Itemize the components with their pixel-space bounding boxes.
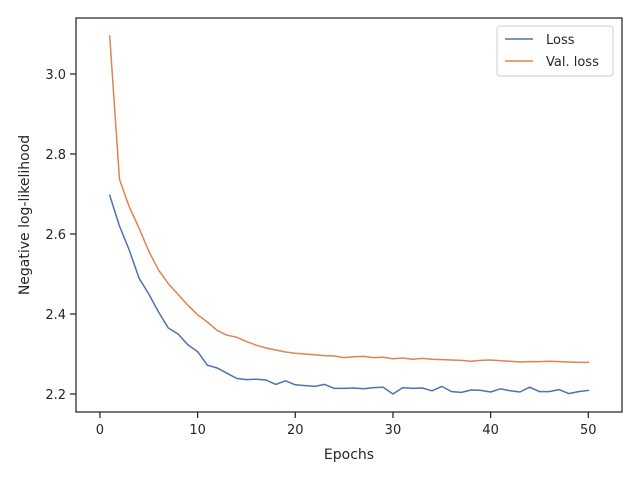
x-tick-label: 20 [287, 423, 304, 438]
y-axis-ticks: 2.2 2.4 2.6 2.8 3.0 [45, 68, 76, 403]
y-tick-label: 2.6 [45, 228, 66, 243]
legend-label-loss: Loss [546, 33, 575, 48]
plot-frame [75, 17, 623, 413]
x-tick-label: 0 [96, 423, 104, 438]
y-tick-label: 2.2 [45, 388, 66, 403]
series-line-0 [108, 194, 590, 395]
x-tick-label: 50 [580, 423, 597, 438]
x-tick-label: 40 [482, 423, 499, 438]
legend: Loss Val. loss [496, 25, 614, 77]
y-tick-label: 2.4 [45, 308, 66, 323]
series-lines [108, 35, 590, 395]
series-line-1 [108, 35, 590, 364]
legend-label-val-loss: Val. loss [546, 55, 599, 70]
y-axis-title: Negative log-likelihood [17, 135, 33, 295]
x-tick-label: 30 [385, 423, 402, 438]
y-tick-label: 3.0 [45, 68, 66, 83]
y-tick-label: 2.8 [45, 148, 66, 163]
x-axis-ticks: 0 10 20 30 40 50 [96, 412, 597, 438]
x-axis-title: Epochs [324, 447, 374, 463]
x-tick-label: 10 [189, 423, 206, 438]
